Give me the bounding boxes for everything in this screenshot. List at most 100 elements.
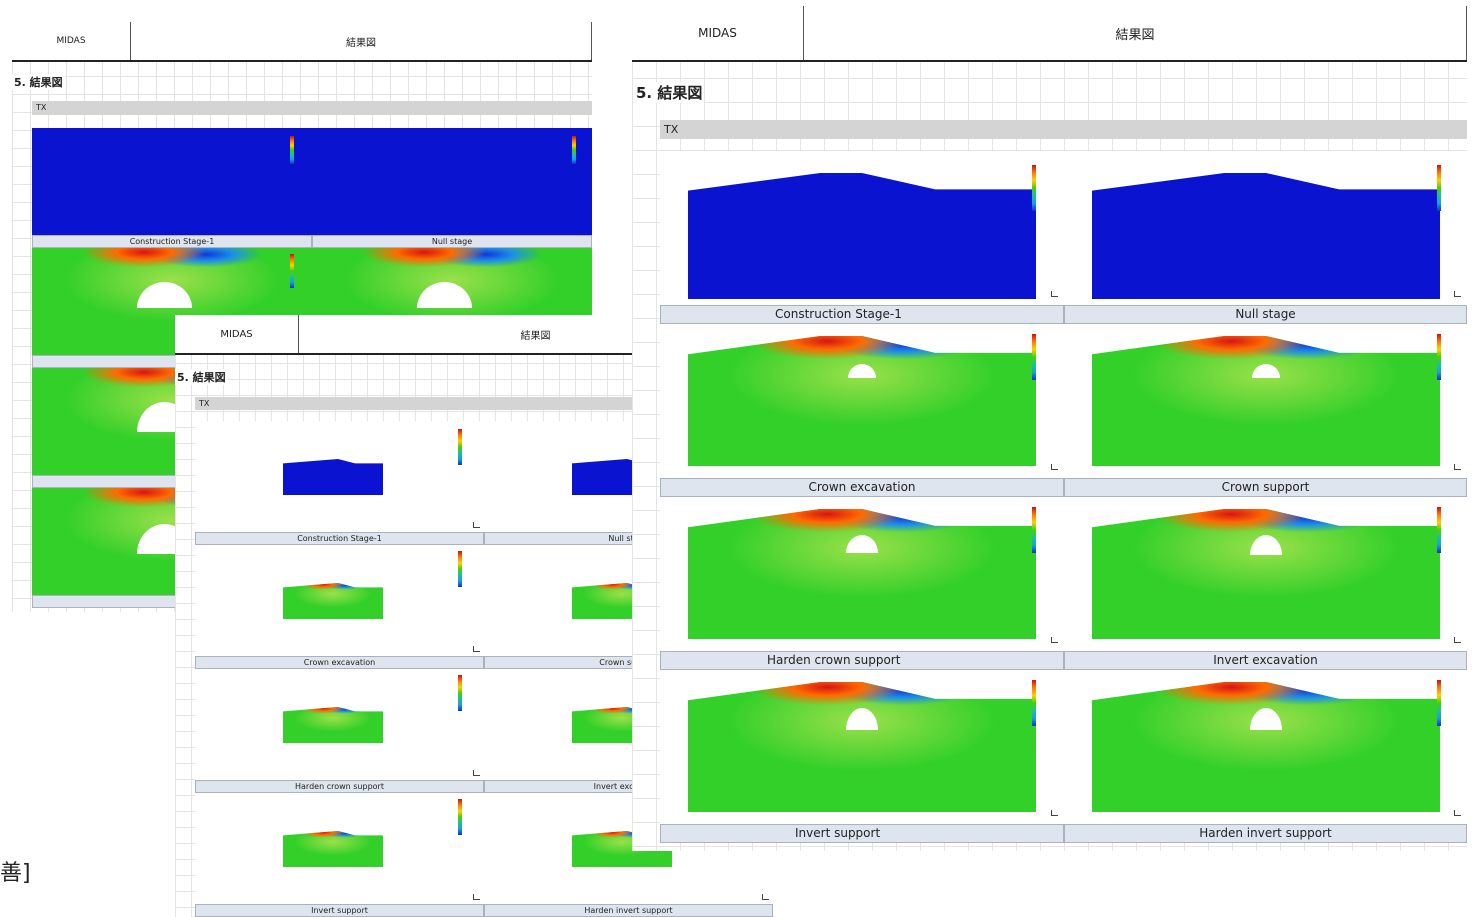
- color-legend: [290, 136, 294, 164]
- stress-contour-plot: [195, 669, 484, 780]
- soil-model: [1092, 682, 1440, 812]
- axis-icon: [1454, 637, 1461, 643]
- soil-model: [283, 707, 383, 743]
- axis-icon: [1051, 464, 1058, 470]
- axis-icon: [1454, 291, 1461, 297]
- header-midas: MIDAS: [632, 6, 804, 60]
- stress-contour-plot: [1064, 324, 1467, 478]
- result-cell[interactable]: Null stage: [312, 128, 592, 248]
- soil-model: [283, 459, 383, 495]
- result-cell[interactable]: Invert support: [660, 670, 1064, 843]
- color-legend: [1437, 680, 1441, 726]
- tunnel-opening: [137, 282, 192, 308]
- axis-icon: [473, 894, 480, 900]
- axis-icon: [1454, 464, 1461, 470]
- tunnel-opening: [1252, 364, 1280, 378]
- soil-model: [1092, 336, 1440, 466]
- color-legend: [458, 551, 462, 587]
- tx-bar: TX: [660, 120, 1467, 139]
- color-legend: [1437, 334, 1441, 380]
- stress-contour-plot: [32, 248, 312, 355]
- soil-model: [688, 336, 1036, 466]
- color-legend: [1437, 507, 1441, 553]
- partial-background-text: 善]: [0, 861, 31, 886]
- color-legend: [1032, 165, 1036, 211]
- tx-bar: TX: [32, 101, 592, 115]
- header-title: 結果図: [131, 22, 592, 60]
- result-cell[interactable]: Harden invert support: [1064, 670, 1467, 843]
- soil-model: [688, 173, 1036, 299]
- result-cell[interactable]: Invert excavation: [1064, 497, 1467, 670]
- axis-icon: [762, 894, 769, 900]
- result-cell[interactable]: Null stage: [1064, 151, 1467, 324]
- stage-caption: Crown excavation: [660, 478, 1064, 497]
- result-cell[interactable]: Construction Stage-1: [660, 151, 1064, 324]
- axis-icon: [1051, 637, 1058, 643]
- section-title: 5. 結果図: [12, 74, 65, 90]
- stage-caption: Harden invert support: [484, 904, 773, 917]
- result-cell[interactable]: Harden crown support: [660, 497, 1064, 670]
- stress-contour-plot: [660, 151, 1064, 305]
- stage-caption: Construction Stage-1: [195, 532, 484, 545]
- color-legend: [1437, 165, 1441, 211]
- color-legend: [458, 799, 462, 835]
- color-legend: [1032, 334, 1036, 380]
- stage-caption: Construction Stage-1: [32, 235, 312, 248]
- stress-contour-plot: [312, 128, 592, 235]
- soil-model: [688, 682, 1036, 812]
- stage-caption: Crown support: [1064, 478, 1467, 497]
- color-legend: [1032, 680, 1036, 726]
- result-cell[interactable]: Crown excavation: [195, 545, 484, 669]
- tunnel-opening: [1250, 535, 1282, 555]
- axis-icon: [473, 646, 480, 652]
- tunnel-opening: [848, 364, 876, 378]
- tunnel-opening: [417, 282, 472, 308]
- stress-contour-plot: [32, 128, 312, 235]
- stage-caption: Harden crown support: [195, 780, 484, 793]
- stress-contour-plot: [195, 545, 484, 656]
- result-cell[interactable]: Invert support: [195, 793, 484, 917]
- stress-contour-plot: [195, 421, 484, 532]
- color-legend: [572, 136, 576, 164]
- result-cell[interactable]: Harden crown support: [195, 669, 484, 793]
- axis-icon: [1051, 291, 1058, 297]
- color-legend: [458, 429, 462, 465]
- result-cell[interactable]: Construction Stage-1: [195, 421, 484, 545]
- section-title: 5. 結果図: [634, 82, 705, 103]
- stage-caption: Invert support: [195, 904, 484, 917]
- result-cell[interactable]: Construction Stage-1: [32, 128, 312, 248]
- axis-icon: [473, 770, 480, 776]
- axis-icon: [1454, 810, 1461, 816]
- stage-caption: Invert support: [660, 824, 1064, 843]
- result-cell[interactable]: Crown excavation: [660, 324, 1064, 497]
- soil-model: [688, 509, 1036, 639]
- stress-contour-plot: [1064, 497, 1467, 651]
- report-sheet-front: MIDAS 結果図 5. 結果図 TX Construction Stage-1…: [632, 6, 1467, 851]
- stage-caption: Null stage: [312, 235, 592, 248]
- stage-caption: Null stage: [1064, 305, 1467, 324]
- stress-contour-plot: [660, 670, 1064, 824]
- color-legend: [290, 254, 294, 288]
- result-cell[interactable]: Crown support: [1064, 324, 1467, 497]
- stress-contour-plot: [1064, 670, 1467, 824]
- stress-contour-plot: [195, 793, 484, 904]
- stress-contour-plot: [660, 324, 1064, 478]
- tunnel-opening: [846, 535, 878, 553]
- stage-caption: Crown excavation: [195, 656, 484, 669]
- header-title: 結果図: [804, 6, 1467, 60]
- stage-caption: Harden crown support: [660, 651, 1064, 670]
- section-title: 5. 結果図: [175, 369, 228, 385]
- tunnel-opening: [1250, 708, 1282, 730]
- stage-caption: Construction Stage-1: [660, 305, 1064, 324]
- stress-contour-plot: [660, 497, 1064, 651]
- result-grid-front: Construction Stage-1 Null stage Crown ex…: [660, 151, 1467, 843]
- color-legend: [458, 675, 462, 711]
- soil-model: [1092, 173, 1440, 299]
- soil-model: [283, 583, 383, 619]
- header-midas: MIDAS: [12, 22, 131, 60]
- axis-icon: [473, 522, 480, 528]
- soil-model: [283, 831, 383, 867]
- axis-icon: [1051, 810, 1058, 816]
- stage-caption: Invert excavation: [1064, 651, 1467, 670]
- sheet-header: MIDAS 結果図: [632, 6, 1467, 62]
